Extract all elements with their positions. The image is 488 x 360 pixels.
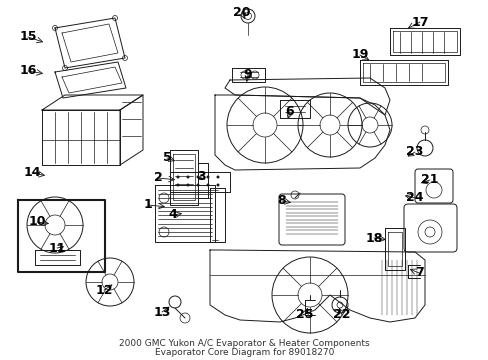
Circle shape bbox=[186, 184, 189, 186]
Circle shape bbox=[216, 184, 219, 186]
Text: 8: 8 bbox=[277, 194, 286, 207]
Text: 1: 1 bbox=[143, 198, 152, 211]
Text: 13: 13 bbox=[153, 306, 170, 319]
Text: 6: 6 bbox=[285, 105, 294, 118]
Circle shape bbox=[206, 175, 209, 179]
Text: 14: 14 bbox=[23, 166, 41, 180]
Text: 17: 17 bbox=[410, 15, 428, 28]
Text: 3: 3 bbox=[197, 171, 206, 184]
Text: 19: 19 bbox=[350, 49, 368, 62]
Text: 21: 21 bbox=[420, 174, 438, 186]
Circle shape bbox=[176, 175, 179, 179]
Text: 5: 5 bbox=[163, 152, 171, 165]
Circle shape bbox=[196, 184, 199, 186]
Text: 9: 9 bbox=[243, 68, 252, 81]
Text: 12: 12 bbox=[95, 284, 113, 297]
Circle shape bbox=[216, 175, 219, 179]
Text: 7: 7 bbox=[414, 266, 423, 279]
Circle shape bbox=[186, 175, 189, 179]
Text: 10: 10 bbox=[28, 216, 46, 229]
Text: 15: 15 bbox=[19, 31, 37, 44]
Circle shape bbox=[176, 184, 179, 186]
Text: 2: 2 bbox=[153, 171, 162, 184]
Text: 16: 16 bbox=[19, 64, 37, 77]
Text: 18: 18 bbox=[365, 231, 382, 244]
Circle shape bbox=[196, 175, 199, 179]
Text: 22: 22 bbox=[332, 309, 350, 321]
Text: 2000 GMC Yukon A/C Evaporator & Heater Components: 2000 GMC Yukon A/C Evaporator & Heater C… bbox=[119, 339, 369, 348]
Text: 11: 11 bbox=[48, 242, 65, 255]
Text: 24: 24 bbox=[406, 192, 423, 204]
Text: 23: 23 bbox=[406, 145, 423, 158]
Text: 4: 4 bbox=[168, 208, 177, 221]
Text: Evaporator Core Diagram for 89018270: Evaporator Core Diagram for 89018270 bbox=[155, 348, 333, 357]
Text: 25: 25 bbox=[296, 309, 313, 321]
Circle shape bbox=[206, 184, 209, 186]
Text: 20: 20 bbox=[233, 5, 250, 18]
